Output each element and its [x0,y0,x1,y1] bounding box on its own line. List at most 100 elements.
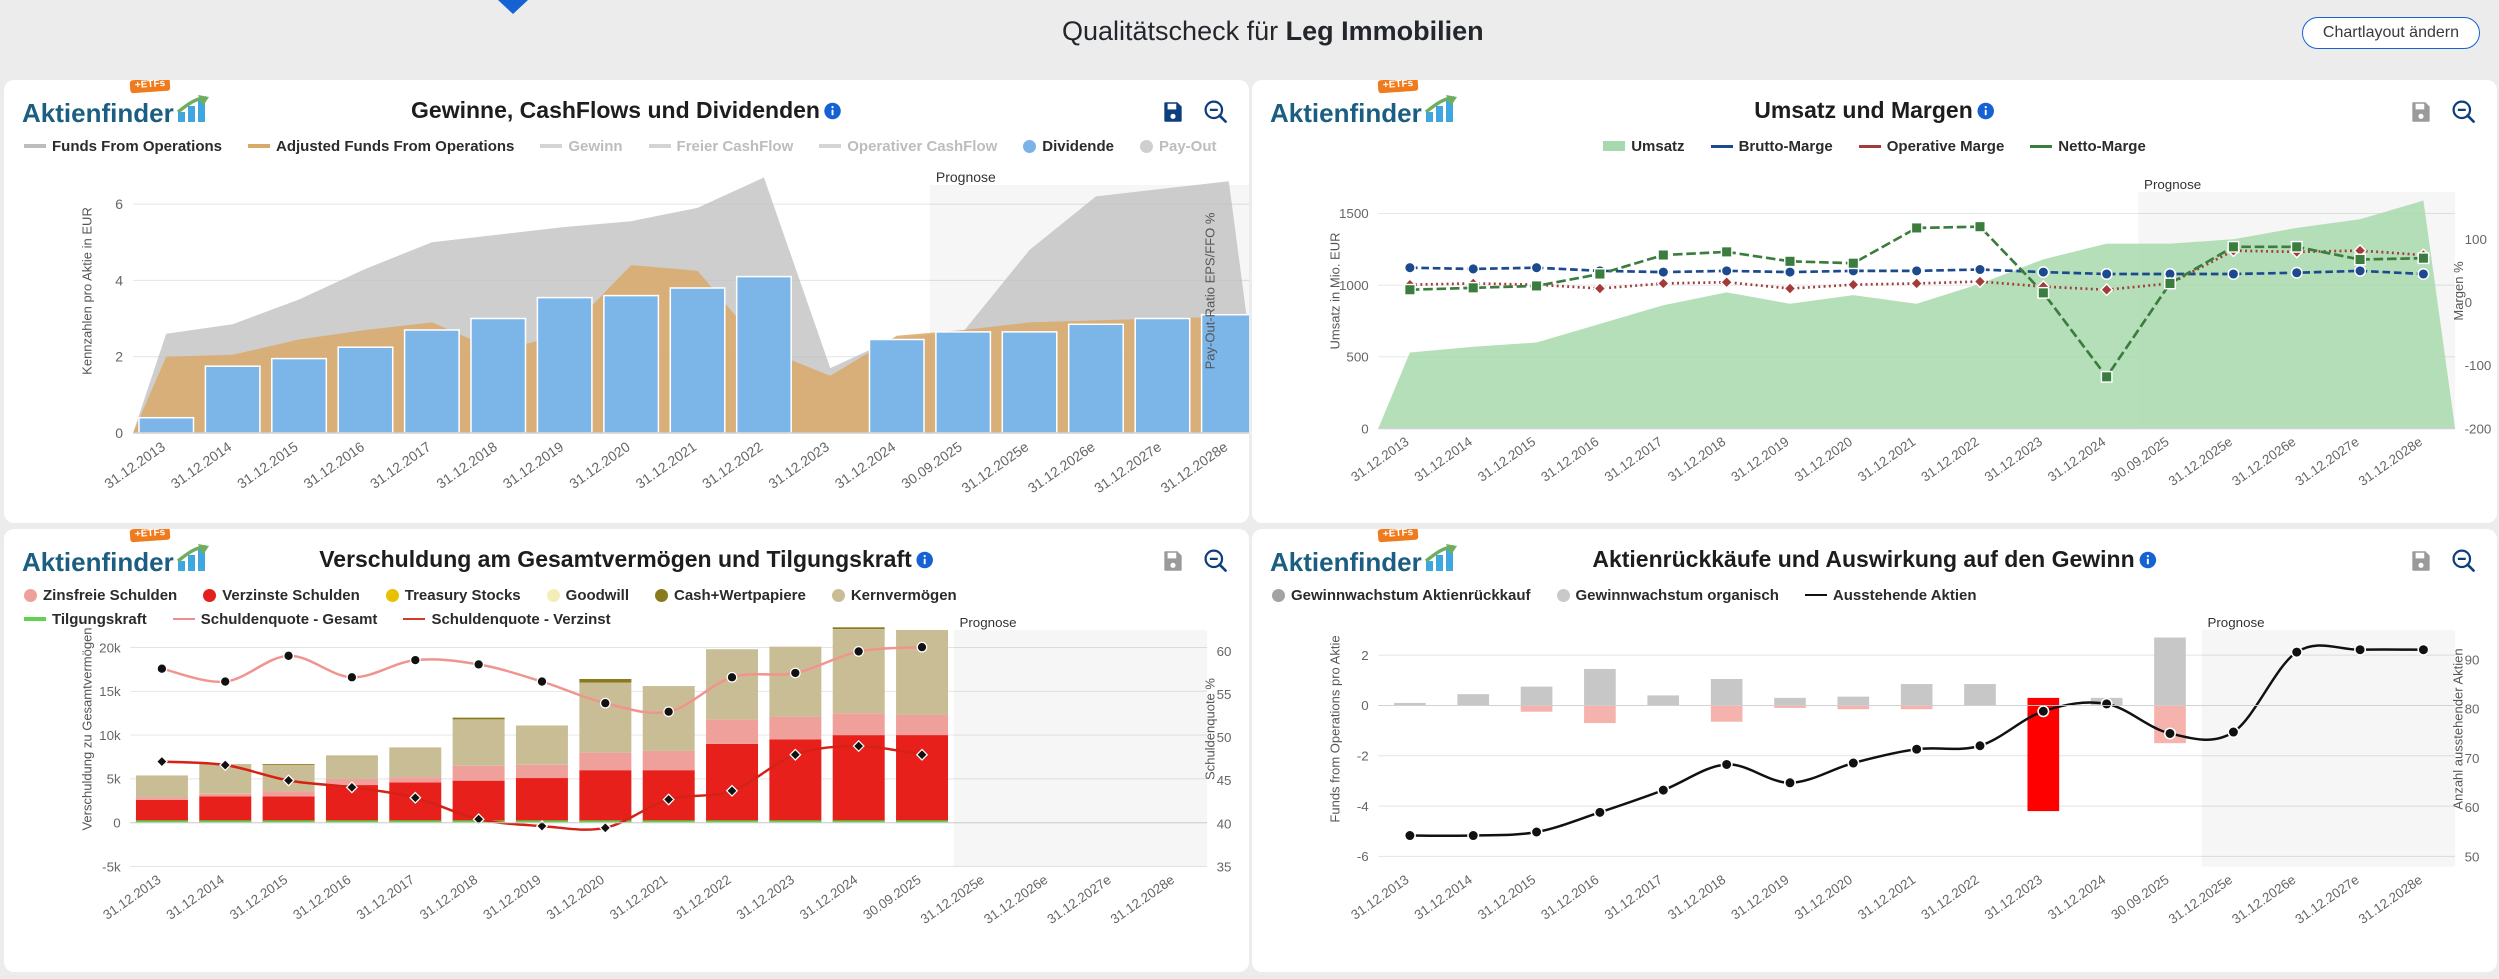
svg-text:2: 2 [115,349,123,365]
svg-text:31.12.2027e: 31.12.2027e [1091,438,1164,496]
svg-text:31.12.2023: 31.12.2023 [1982,434,2045,485]
svg-text:31.12.2017: 31.12.2017 [354,872,417,923]
svg-text:31.12.2028e: 31.12.2028e [2356,872,2425,927]
svg-text:50: 50 [1217,730,1232,745]
svg-text:31.12.2024: 31.12.2024 [832,438,899,491]
svg-text:31.12.2014: 31.12.2014 [164,872,228,923]
svg-text:30.09.2025: 30.09.2025 [898,438,965,491]
svg-text:31.12.2021: 31.12.2021 [607,872,670,923]
svg-text:20k: 20k [99,640,121,655]
svg-text:31.12.2020: 31.12.2020 [566,438,633,491]
svg-text:-2: -2 [1357,749,1369,764]
svg-text:31.12.2016: 31.12.2016 [1538,872,1601,923]
svg-text:6: 6 [115,196,123,212]
svg-text:31.12.2014: 31.12.2014 [1412,434,1476,485]
svg-text:-4: -4 [1357,799,1369,814]
svg-text:Prognose: Prognose [2207,615,2264,630]
svg-text:31.12.2027e: 31.12.2027e [2292,434,2361,489]
svg-text:31.12.2022: 31.12.2022 [1918,434,1981,485]
svg-text:31.12.2024: 31.12.2024 [2045,872,2109,923]
svg-text:31.12.2021: 31.12.2021 [1855,434,1918,485]
svg-text:31.12.2018: 31.12.2018 [433,438,500,491]
svg-text:31.12.2019: 31.12.2019 [480,872,543,923]
svg-text:31.12.2014: 31.12.2014 [168,438,235,491]
svg-text:30.09.2025: 30.09.2025 [2108,872,2171,923]
svg-text:500: 500 [1346,350,1368,365]
svg-text:50: 50 [2465,849,2480,864]
svg-text:31.12.2026e: 31.12.2026e [2229,872,2298,927]
svg-text:31.12.2013: 31.12.2013 [1348,872,1411,923]
svg-text:31.12.2018: 31.12.2018 [1665,872,1728,923]
svg-text:31.12.2017: 31.12.2017 [1602,434,1665,485]
svg-text:-100: -100 [2465,358,2492,373]
svg-text:Prognose: Prognose [959,615,1016,630]
svg-text:31.12.2022: 31.12.2022 [1918,872,1981,923]
svg-text:-6: -6 [1357,849,1369,864]
svg-text:15k: 15k [99,684,121,699]
svg-text:31.12.2020: 31.12.2020 [1792,872,1855,923]
svg-text:31.12.2022: 31.12.2022 [699,438,766,491]
svg-text:Prognose: Prognose [2144,177,2201,192]
svg-text:45: 45 [1217,773,1232,788]
svg-text:80: 80 [2465,702,2480,717]
svg-text:31.12.2013: 31.12.2013 [100,872,163,923]
svg-text:4: 4 [115,272,123,288]
svg-text:31.12.2015: 31.12.2015 [234,438,301,491]
svg-text:31.12.2028e: 31.12.2028e [1158,438,1231,496]
svg-text:1000: 1000 [1339,278,1369,293]
svg-text:31.12.2025e: 31.12.2025e [2166,872,2235,927]
svg-text:31.12.2020: 31.12.2020 [544,872,607,923]
svg-text:70: 70 [2465,751,2480,766]
svg-text:31.12.2015: 31.12.2015 [1475,434,1538,485]
svg-text:60: 60 [2465,800,2480,815]
svg-text:31.12.2014: 31.12.2014 [1412,872,1476,923]
svg-text:-200: -200 [2465,421,2492,436]
svg-text:0: 0 [1361,698,1368,713]
svg-text:31.12.2025e: 31.12.2025e [918,872,987,927]
svg-text:31.12.2021: 31.12.2021 [633,438,700,491]
svg-text:31.12.2023: 31.12.2023 [734,872,797,923]
svg-text:10k: 10k [99,728,121,743]
svg-text:31.12.2019: 31.12.2019 [1728,872,1791,923]
svg-text:31.12.2016: 31.12.2016 [301,438,368,491]
svg-text:Prognose: Prognose [936,169,996,185]
svg-text:31.12.2017: 31.12.2017 [1602,872,1665,923]
svg-text:0: 0 [113,816,120,831]
svg-text:0: 0 [1361,421,1368,436]
svg-text:100: 100 [2465,232,2487,247]
svg-text:31.12.2015: 31.12.2015 [227,872,290,923]
svg-text:31.12.2026e: 31.12.2026e [1025,438,1098,496]
svg-text:31.12.2026e: 31.12.2026e [981,872,1050,927]
svg-text:31.12.2019: 31.12.2019 [1728,434,1791,485]
svg-text:31.12.2028e: 31.12.2028e [2356,434,2425,489]
svg-text:31.12.2026e: 31.12.2026e [2229,434,2298,489]
svg-text:31.12.2023: 31.12.2023 [765,438,832,491]
svg-text:35: 35 [1217,859,1232,874]
svg-text:31.12.2025e: 31.12.2025e [2166,434,2235,489]
svg-text:40: 40 [1217,816,1232,831]
svg-text:2: 2 [1361,648,1368,663]
svg-text:31.12.2025e: 31.12.2025e [958,438,1031,496]
svg-text:90: 90 [2465,652,2480,667]
svg-text:55: 55 [1217,687,1232,702]
svg-text:31.12.2017: 31.12.2017 [367,438,434,491]
svg-text:31.12.2016: 31.12.2016 [1538,434,1601,485]
svg-text:31.12.2016: 31.12.2016 [290,872,353,923]
svg-text:30.09.2025: 30.09.2025 [2108,434,2171,485]
svg-text:31.12.2024: 31.12.2024 [797,872,861,923]
svg-text:31.12.2019: 31.12.2019 [500,438,567,491]
svg-text:31.12.2020: 31.12.2020 [1792,434,1855,485]
svg-text:0: 0 [115,425,123,441]
svg-text:31.12.2027e: 31.12.2027e [2292,872,2361,927]
svg-text:31.12.2021: 31.12.2021 [1855,872,1918,923]
svg-text:-5k: -5k [102,859,121,874]
svg-text:5k: 5k [107,772,121,787]
svg-text:31.12.2018: 31.12.2018 [1665,434,1728,485]
svg-text:31.12.2013: 31.12.2013 [1348,434,1411,485]
svg-text:31.12.2013: 31.12.2013 [101,438,168,491]
svg-text:31.12.2028e: 31.12.2028e [1108,872,1177,927]
svg-text:31.12.2023: 31.12.2023 [1982,872,2045,923]
svg-text:1500: 1500 [1339,206,1369,221]
svg-text:31.12.2022: 31.12.2022 [670,872,733,923]
svg-text:31.12.2018: 31.12.2018 [417,872,480,923]
